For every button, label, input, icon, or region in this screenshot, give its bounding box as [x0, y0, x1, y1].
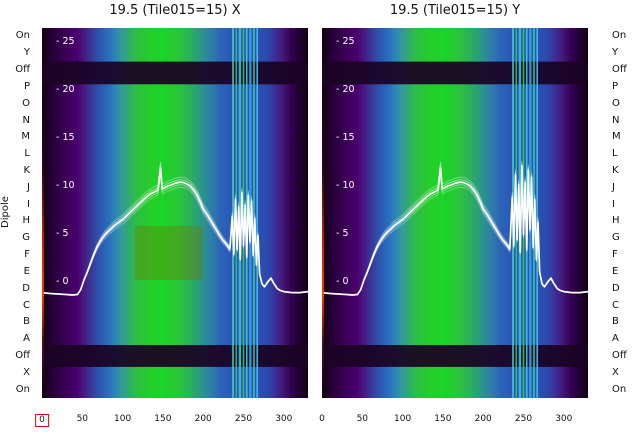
inner-y-tick-0-20: - 20	[56, 84, 75, 95]
row-label-right-on-21: On	[612, 383, 627, 395]
row-label-right-off-19: Off	[612, 350, 627, 361]
row-label-left-p-3: P	[23, 80, 30, 92]
row-label-left-m-6: M	[21, 131, 30, 143]
row-label-right-off-2: Off	[612, 64, 627, 75]
row-label-left-j-9: J	[27, 181, 30, 193]
row-label-left-i-10: I	[27, 198, 30, 210]
row-label-left-b-17: B	[23, 316, 30, 328]
x-tick-label-0-100: 100	[114, 414, 132, 424]
row-label-left-f-13: F	[24, 249, 30, 260]
panel-title-x: 19.5 (Tile015=15) X	[109, 3, 241, 18]
y-tick-label-between-20: 20	[295, 84, 307, 95]
inner-y-tick-1-20: - 20	[336, 84, 355, 95]
y-tick-label-between-5: 5	[295, 228, 301, 239]
panel-title-y: 19.5 (Tile015=15) Y	[389, 3, 521, 18]
row-label-left-e-14: E	[23, 265, 30, 277]
row-label-right-j-9: J	[612, 181, 615, 193]
inner-y-tick-0-10: - 10	[56, 180, 75, 191]
x-tick-label-1-0: 0	[319, 414, 325, 424]
row-label-right-d-15: D	[612, 282, 620, 294]
row-label-left-off-2: Off	[15, 64, 30, 75]
row-label-left-y-1: Y	[23, 47, 30, 59]
row-label-right-y-1: Y	[612, 47, 619, 59]
row-label-right-n-5: N	[612, 114, 620, 126]
heatmap-panel-x: - 25 - 20 - 15 - 10 - 5 - 0	[42, 28, 308, 398]
row-label-left-g-12: G	[22, 232, 30, 244]
row-label-left-a-18: A	[23, 333, 30, 345]
x-tick-label-0-200: 200	[194, 414, 212, 424]
x-tick-label-0-250: 250	[234, 414, 253, 424]
row-label-left-n-5: N	[22, 114, 30, 126]
row-label-right-k-8: K	[612, 165, 619, 176]
y-tick-label-between-10: 10	[295, 180, 307, 191]
x-tick-label-0-0: 0	[35, 414, 49, 427]
inner-y-tick-0-5: - 5	[56, 228, 69, 239]
inner-y-tick-0-25: - 25	[56, 36, 75, 47]
row-label-left-on-21: On	[15, 383, 30, 395]
inner-y-tick-1-5: - 5	[336, 228, 349, 239]
row-label-right-x-20: X	[612, 366, 619, 378]
inner-y-tick-0-0: - 0	[56, 276, 69, 287]
row-label-right-i-10: I	[612, 198, 615, 210]
inner-y-tick-1-25: - 25	[336, 36, 355, 47]
x-tick-label-0-50: 50	[76, 414, 89, 424]
row-label-left-k-8: K	[23, 165, 30, 176]
y-tick-label-between-15: 15	[295, 132, 307, 143]
inner-y-tick-1-0: - 0	[336, 276, 349, 287]
row-label-left-x-20: X	[23, 366, 30, 378]
row-label-right-b-17: B	[612, 316, 619, 328]
row-label-left-d-15: D	[22, 282, 30, 294]
row-label-right-h-11: H	[612, 215, 620, 227]
row-label-right-e-14: E	[612, 265, 619, 277]
row-label-left-on-0: On	[15, 30, 30, 42]
inner-y-tick-0-15: - 15	[56, 132, 75, 143]
row-label-right-m-6: M	[612, 131, 621, 143]
x-tick-label-1-100: 100	[394, 414, 412, 424]
row-label-left-h-11: H	[22, 215, 30, 227]
row-label-right-p-3: P	[612, 80, 619, 92]
y-tick-label-between-25: 25	[295, 36, 307, 47]
x-tick-label-1-300: 300	[555, 414, 573, 424]
row-label-right-f-13: F	[612, 249, 618, 260]
x-tick-label-1-50: 50	[356, 414, 369, 424]
inner-y-tick-1-15: - 15	[336, 132, 355, 143]
row-label-left-off-19: Off	[15, 350, 30, 361]
x-tick-label-1-250: 250	[514, 414, 533, 424]
row-label-right-c-16: C	[612, 299, 619, 311]
row-label-right-on-0: On	[612, 30, 627, 42]
x-tick-label-0-300: 300	[275, 414, 293, 424]
heatmap-panel-y: - 25 - 20 - 15 - 10 - 5 - 0	[322, 28, 588, 398]
row-label-left-o-4: O	[22, 97, 30, 109]
row-label-right-l-7: L	[612, 148, 618, 160]
x-tick-label-0-150: 150	[154, 414, 172, 424]
x-tick-label-1-150: 150	[434, 414, 452, 424]
x-tick-label-1-200: 200	[474, 414, 492, 424]
row-label-right-g-12: G	[612, 232, 620, 244]
row-label-left-l-7: L	[24, 148, 30, 160]
row-label-right-a-18: A	[612, 333, 619, 345]
row-label-right-o-4: O	[612, 97, 620, 109]
row-label-left-c-16: C	[23, 299, 30, 311]
inner-y-tick-1-10: - 10	[336, 180, 355, 191]
